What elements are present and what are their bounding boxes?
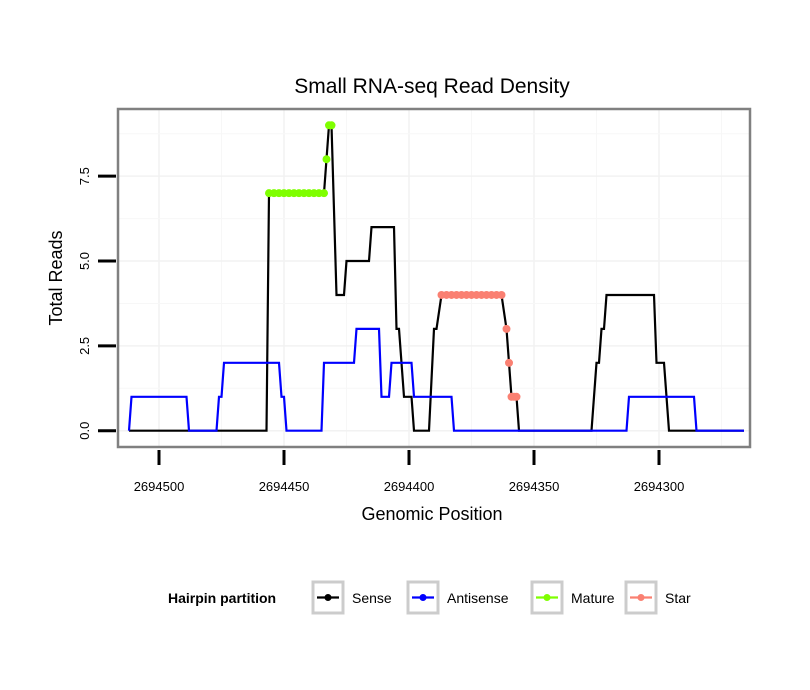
plot-panel: [116, 107, 752, 449]
legend-item-star: Star: [624, 580, 691, 615]
y-tick-label: 5.0: [77, 252, 92, 270]
x-axis-title: Genomic Position: [361, 504, 502, 524]
y-axis-title: Total Reads: [46, 230, 66, 325]
data-point-star: [505, 358, 513, 367]
x-tick-label: 2694500: [134, 479, 185, 494]
legend-key-marker: [637, 594, 645, 601]
x-tick-label: 2694300: [634, 479, 685, 494]
y-tick-label: 7.5: [77, 167, 92, 185]
x-tick-label: 2694350: [509, 479, 560, 494]
legend-item-mature: Mature: [530, 580, 615, 615]
data-point-mature: [320, 189, 328, 198]
series-layer: [127, 121, 744, 432]
y-tick-label: 0.0: [77, 422, 92, 440]
x-axis: 2694500 2694450 2694400 2694350 2694300: [134, 450, 685, 494]
legend-key-marker: [419, 594, 427, 601]
data-point-mature: [327, 121, 336, 130]
legend-label: Sense: [352, 590, 392, 606]
grid-lines: [119, 110, 749, 446]
data-point-star: [502, 324, 511, 333]
x-tick-label: 2694450: [259, 479, 310, 494]
legend-label: Antisense: [447, 590, 509, 606]
series-markers-star: [437, 290, 521, 401]
data-point-star: [497, 290, 506, 299]
series-line-antisense: [127, 327, 744, 432]
legend-item-sense: Sense: [311, 580, 392, 615]
data-point-mature: [322, 155, 331, 164]
series-markers-mature: [265, 121, 336, 198]
data-point-star: [512, 392, 521, 401]
legend-key-marker: [324, 594, 332, 601]
legend-title: Hairpin partition: [168, 590, 276, 606]
legend-label: Star: [665, 590, 691, 606]
y-axis: 0.0 2.5 5.0 7.5: [77, 167, 116, 440]
y-tick-label: 2.5: [77, 337, 92, 355]
legend: Hairpin partition Sense Antisense Mature St…: [168, 580, 691, 615]
series-line-sense: [129, 124, 744, 432]
legend-item-antisense: Antisense: [406, 580, 509, 615]
x-tick-label: 2694400: [384, 479, 435, 494]
legend-key-marker: [543, 594, 551, 601]
chart-title: Small RNA-seq Read Density: [294, 75, 570, 98]
panel-background: [118, 109, 750, 447]
legend-label: Mature: [571, 590, 615, 606]
panel-border: [116, 107, 752, 449]
